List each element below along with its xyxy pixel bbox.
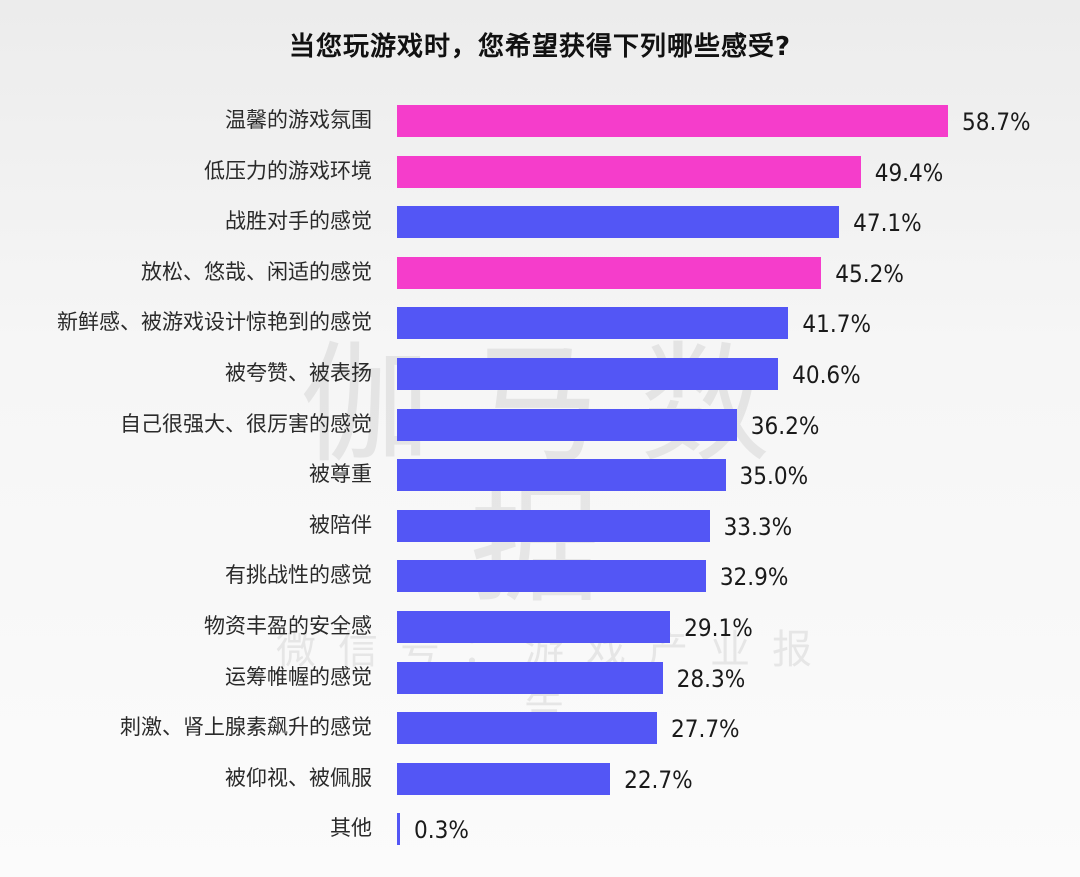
category-label: 被夸赞、被表扬 xyxy=(225,360,372,385)
bar xyxy=(397,307,789,340)
bar xyxy=(397,459,726,492)
bar-row: 低压力的游戏环境 49.4% xyxy=(0,154,1080,205)
value-label: 22.7% xyxy=(624,765,693,794)
value-label: 45.2% xyxy=(835,259,904,288)
category-label: 其他 xyxy=(330,816,372,841)
category-label: 放松、悠哉、闲适的感觉 xyxy=(141,259,372,284)
bar xyxy=(397,712,657,745)
bar xyxy=(397,560,706,593)
bar-row: 其他 0.3% xyxy=(0,811,1080,862)
bar-row: 被陪伴 33.3% xyxy=(0,508,1080,559)
bar-row: 放松、悠哉、闲适的感觉 45.2% xyxy=(0,255,1080,306)
bar xyxy=(397,813,400,846)
chart-title: 当您玩游戏时，您希望获得下列哪些感受? xyxy=(288,32,792,62)
category-label: 运筹帷幄的感觉 xyxy=(225,664,372,689)
bar-row: 被仰视、被佩服 22.7% xyxy=(0,761,1080,812)
bar xyxy=(397,408,737,441)
bar xyxy=(397,610,671,643)
value-label: 49.4% xyxy=(874,158,944,187)
bar xyxy=(397,661,663,694)
bar-chart: 温馨的游戏氛围 58.7% 低压力的游戏环境 49.4% 战胜对手的感觉 47.1% 放松、… xyxy=(0,103,1080,862)
value-label: 47.1% xyxy=(853,209,922,238)
bar-row: 物资丰盈的安全感 29.1% xyxy=(0,609,1080,660)
category-label: 温馨的游戏氛围 xyxy=(225,108,372,132)
bar-row: 战胜对手的感觉 47.1% xyxy=(0,204,1080,255)
bar xyxy=(397,206,840,239)
category-label: 物资丰盈的安全感 xyxy=(204,613,372,638)
value-label: 35.0% xyxy=(739,462,809,491)
bar-row: 新鲜感、被游戏设计惊艳到的感觉 41.7% xyxy=(0,305,1080,356)
value-label: 36.2% xyxy=(750,411,820,440)
bar-row: 运筹帷幄的感觉 28.3% xyxy=(0,660,1080,711)
category-label: 刺激、肾上腺素飙升的感觉 xyxy=(120,715,372,740)
value-label: 40.6% xyxy=(792,360,861,389)
bar-row: 有挑战性的感觉 32.9% xyxy=(0,558,1080,609)
value-label: 27.7% xyxy=(671,715,740,744)
bar-row: 温馨的游戏氛围 58.7% xyxy=(0,103,1080,154)
bar xyxy=(397,509,710,542)
category-label: 新鲜感、被游戏设计惊艳到的感觉 xyxy=(57,310,372,335)
bar xyxy=(397,105,948,137)
value-label: 32.9% xyxy=(719,563,789,592)
bar xyxy=(397,762,611,795)
category-label: 有挑战性的感觉 xyxy=(225,563,372,588)
bar-row: 被尊重 35.0% xyxy=(0,457,1080,508)
category-label: 被尊重 xyxy=(309,462,372,487)
value-label: 33.3% xyxy=(723,512,793,541)
category-label: 自己很强大、很厉害的感觉 xyxy=(120,411,372,436)
category-label: 低压力的游戏环境 xyxy=(204,158,372,183)
bar xyxy=(397,256,822,289)
category-label: 被陪伴 xyxy=(309,512,372,537)
bar-row: 刺激、肾上腺素飙升的感觉 27.7% xyxy=(0,710,1080,761)
bar-row: 自己很强大、很厉害的感觉 36.2% xyxy=(0,407,1080,458)
category-label: 被仰视、被佩服 xyxy=(225,765,372,790)
value-label: 0.3% xyxy=(414,816,469,845)
value-label: 41.7% xyxy=(802,310,871,339)
category-label: 战胜对手的感觉 xyxy=(225,209,372,234)
value-label: 29.1% xyxy=(684,613,753,642)
bar xyxy=(397,357,779,390)
bar-row: 被夸赞、被表扬 40.6% xyxy=(0,356,1080,407)
value-label: 58.7% xyxy=(962,108,1031,136)
value-label: 28.3% xyxy=(676,664,746,693)
bar xyxy=(397,155,861,188)
